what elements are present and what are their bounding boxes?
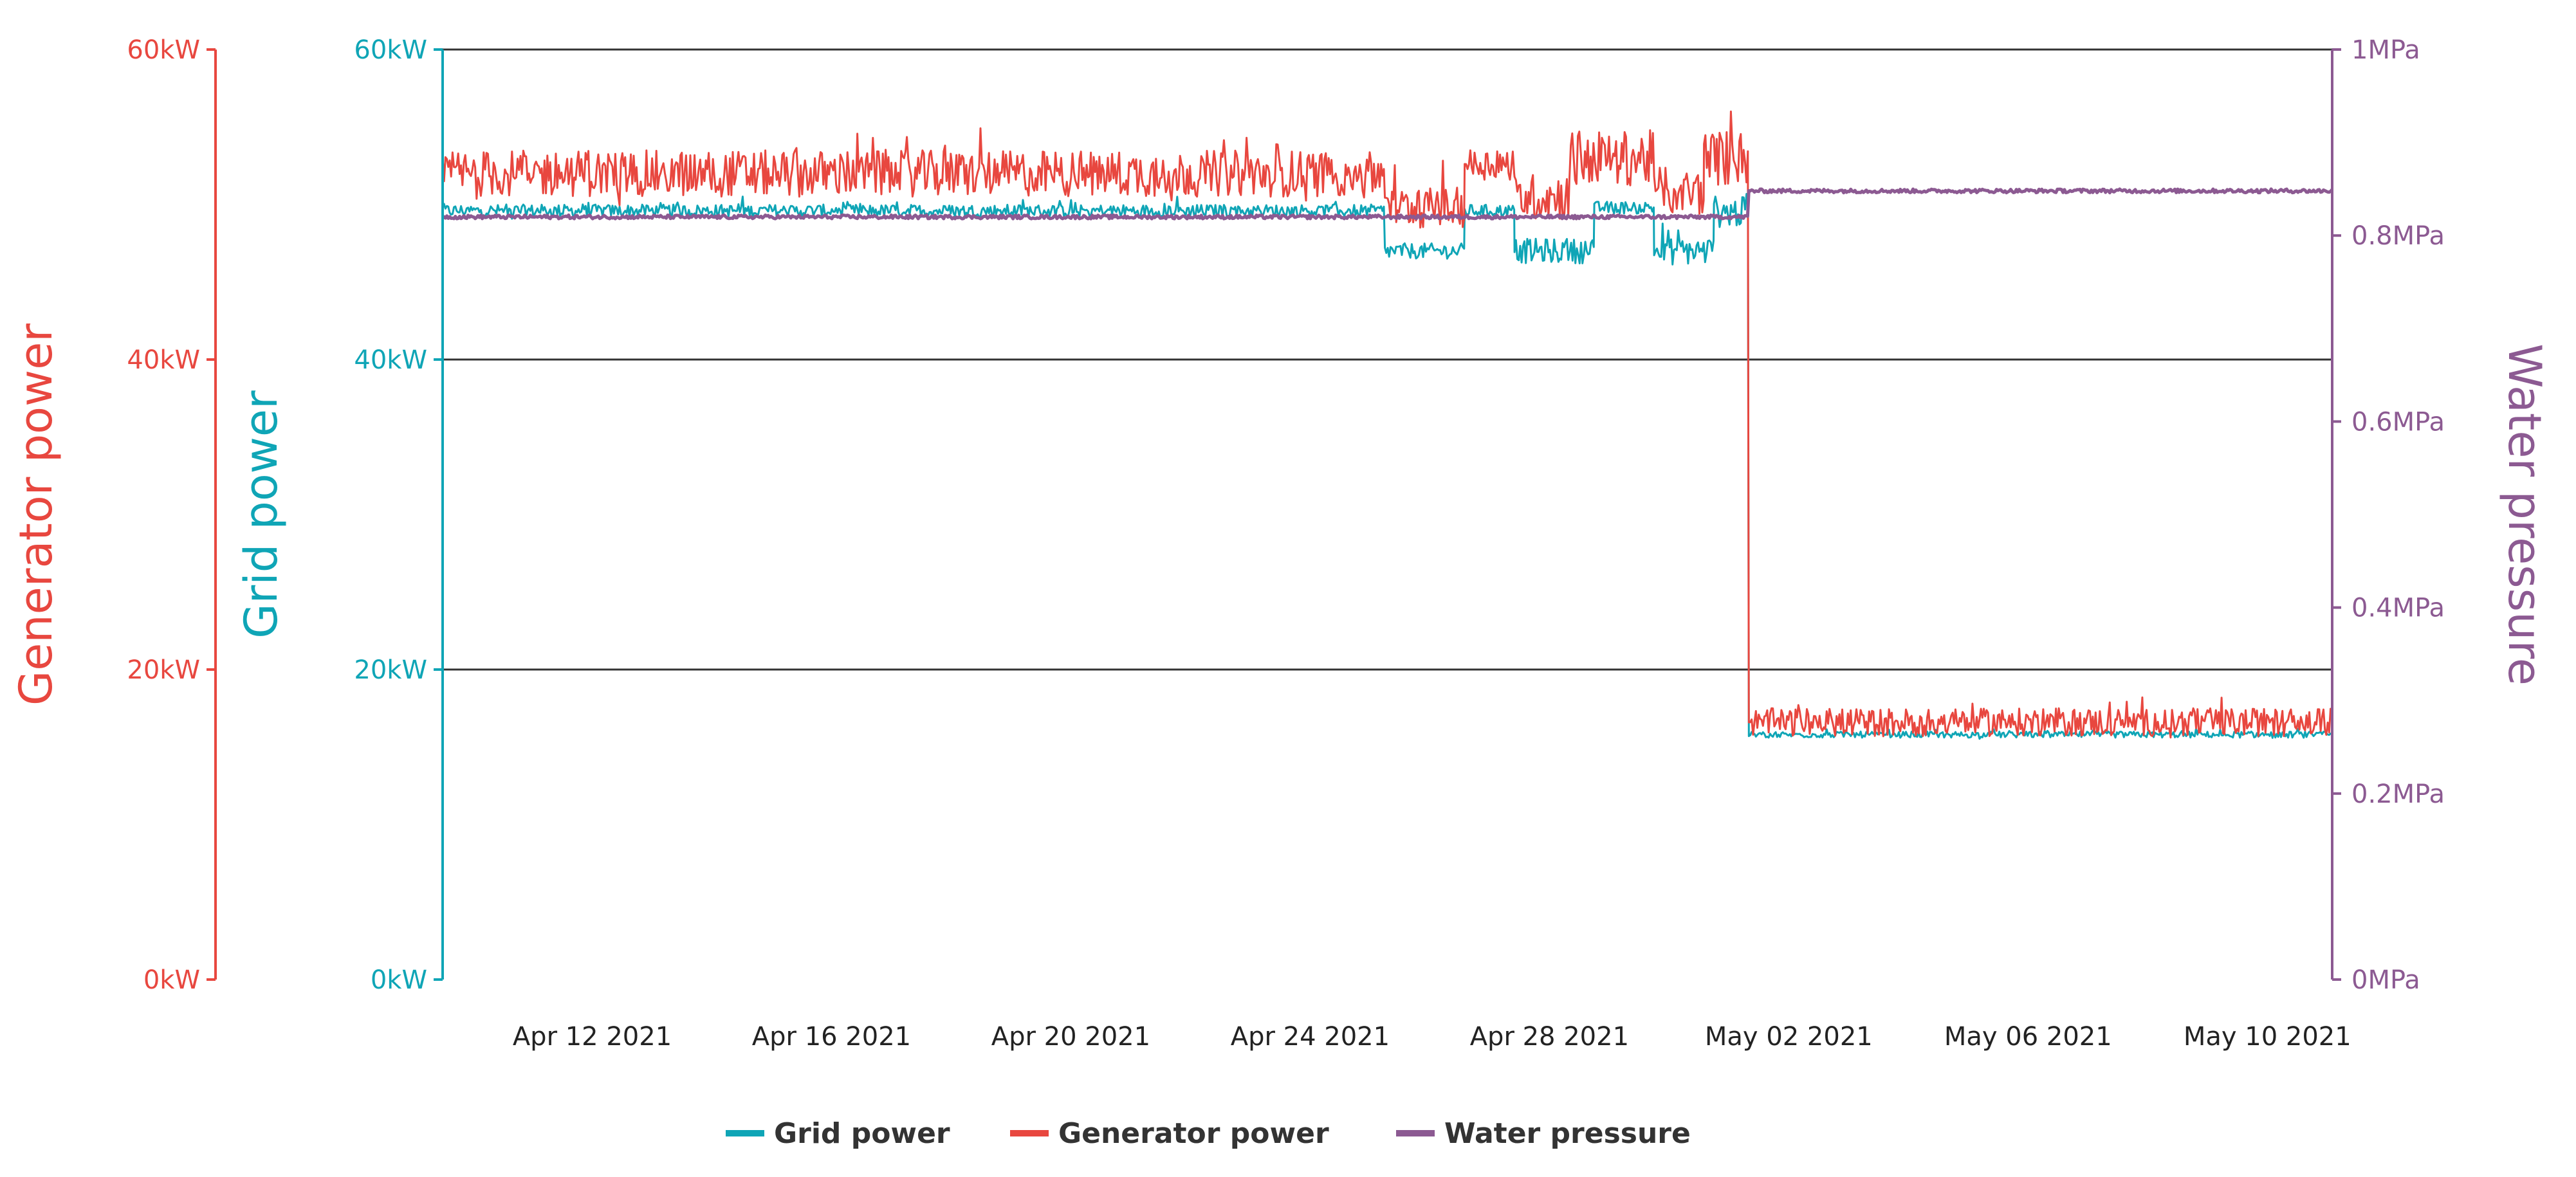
pressure-axis-title: Water pressure: [2498, 343, 2551, 686]
grid-tick-label: 40kW: [354, 345, 427, 375]
generator-tick-label: 20kW: [127, 655, 200, 685]
legend-item-generator-power[interactable]: Generator power: [1010, 1117, 1329, 1150]
x-tick-label: May 06 2021: [1944, 1022, 2112, 1052]
legend-label: Grid power: [774, 1117, 950, 1150]
pressure-tick-label: 0.8MPa: [2351, 221, 2445, 251]
x-tick-label: Apr 12 2021: [513, 1022, 672, 1052]
legend-item-grid-power[interactable]: Grid power: [726, 1117, 950, 1150]
x-tick-label: May 02 2021: [1705, 1022, 1873, 1052]
generator-tick-label: 60kW: [127, 35, 200, 65]
series-line-grid-power: [441, 193, 2333, 740]
generator-tick-label: 0kW: [143, 965, 200, 995]
grid-tick-label: 20kW: [354, 655, 427, 685]
grid-axis-title: Grid power: [235, 390, 288, 639]
x-tick-label: Apr 16 2021: [752, 1022, 911, 1052]
pressure-tick-label: 0.4MPa: [2351, 594, 2445, 623]
series-line-water-pressure: [441, 187, 2333, 221]
legend[interactable]: Grid power Generator power Water pressure: [726, 1117, 1691, 1150]
generator-axis-title: Generator power: [10, 324, 62, 706]
x-tick-label: Apr 24 2021: [1231, 1022, 1390, 1052]
series-layer: [441, 110, 2333, 740]
pressure-tick-label: 0.2MPa: [2351, 780, 2445, 809]
legend-label: Generator power: [1058, 1117, 1329, 1150]
pressure-tick-label: 0MPa: [2351, 965, 2420, 995]
gridlines: [443, 48, 2332, 671]
x-tick-label: Apr 20 2021: [991, 1022, 1150, 1052]
legend-label: Water pressure: [1444, 1117, 1691, 1150]
legend-item-water-pressure[interactable]: Water pressure: [1396, 1117, 1691, 1150]
x-tick-label: Apr 28 2021: [1470, 1022, 1629, 1052]
pressure-tick-label: 0.6MPa: [2351, 407, 2445, 437]
generator-tick-label: 40kW: [127, 345, 200, 375]
axes: 0kW 20kW 40kW 60kW Generator power 0kW 20kW 40k…: [10, 35, 2551, 1052]
x-tick-label: May 10 2021: [2184, 1022, 2351, 1052]
grid-tick-label: 0kW: [371, 965, 427, 995]
pressure-tick-label: 1MPa: [2351, 35, 2420, 65]
series-line-generator-power: [441, 110, 2333, 739]
grid-tick-label: 60kW: [354, 35, 427, 65]
